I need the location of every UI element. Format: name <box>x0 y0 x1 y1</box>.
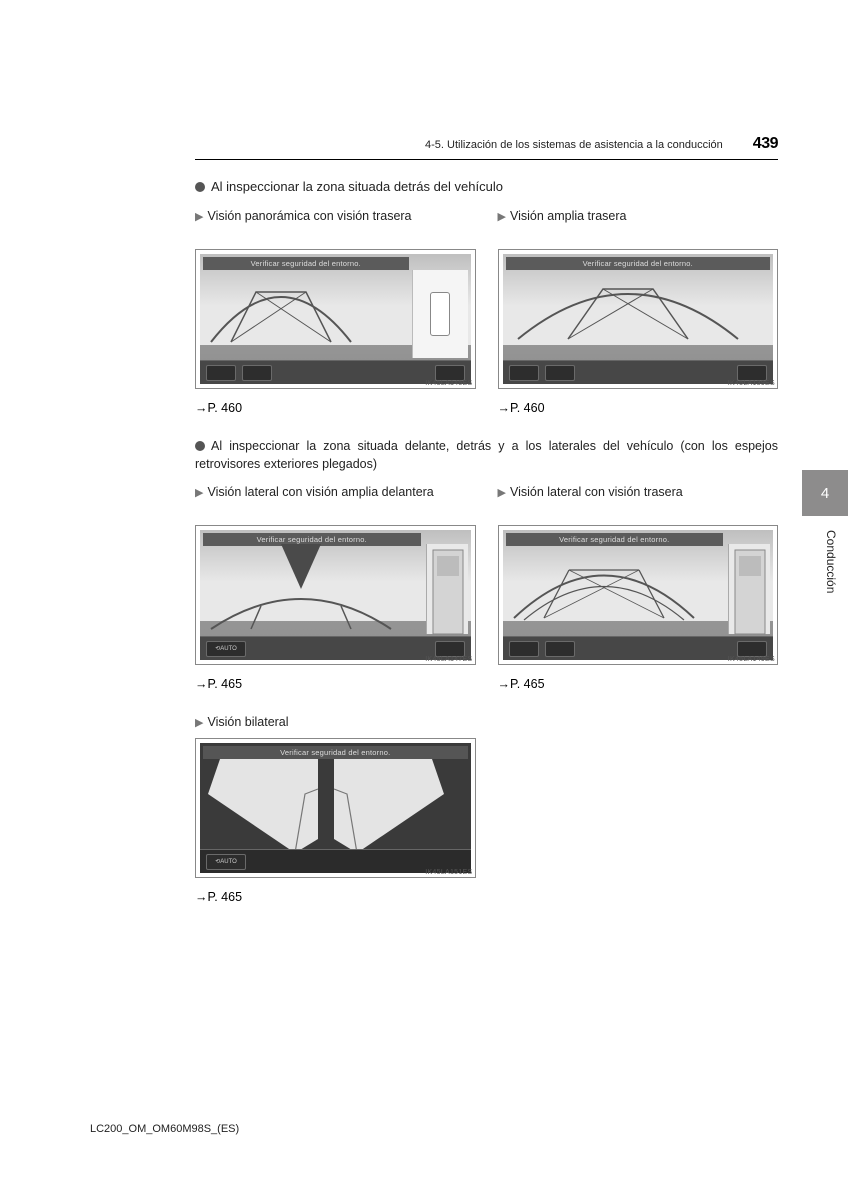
page-reference: →P. 465 <box>498 677 779 691</box>
display-figure: Verificar seguridad del entorno. <box>195 249 476 389</box>
car-side-icon <box>427 544 469 640</box>
overlay-text: Verificar seguridad del entorno. <box>506 533 724 546</box>
mode-button[interactable] <box>545 641 575 657</box>
view-label: ▶Visión amplia trasera <box>498 207 779 243</box>
car-side-icon <box>729 544 771 640</box>
overlay-text: Verificar seguridad del entorno. <box>203 257 409 270</box>
document-code: LC200_OM_OM60M98S_(ES) <box>90 1123 239 1135</box>
triangle-icon: ▶ <box>498 486 506 502</box>
mode-button[interactable] <box>435 365 465 381</box>
page-header: 4-5. Utilización de los sistemas de asis… <box>195 135 778 160</box>
view-label: ▶Visión lateral con visión trasera <box>498 483 779 519</box>
side-vehicle-graphic <box>728 544 770 634</box>
page-number: 439 <box>753 135 778 153</box>
view-label: ▶Visión lateral con visión amplia delant… <box>195 483 476 519</box>
auto-button[interactable]: ⟲AUTO <box>206 854 246 870</box>
overlay-text: Verificar seguridad del entorno. <box>203 746 468 759</box>
mode-button[interactable] <box>737 641 767 657</box>
page-reference: →P. 465 <box>195 677 476 691</box>
page-reference: →P. 460 <box>498 401 779 415</box>
display-figure: Verificar seguridad del entorno. ⟲AUTO <box>195 525 476 665</box>
panoramic-topview <box>412 270 468 358</box>
figure-code: IK45LA147ES <box>425 656 472 663</box>
page-reference: →P. 460 <box>195 401 476 415</box>
overlay-text: Verificar seguridad del entorno. <box>506 257 771 270</box>
mode-button[interactable] <box>242 365 272 381</box>
view-label: ▶Visión panorámica con visión trasera <box>195 207 476 243</box>
triangle-icon: ▶ <box>195 716 203 732</box>
display-figure: Verificar seguridad del entorno. IK45LA1… <box>498 249 779 389</box>
bullet-item: Al inspeccionar la zona situada detrás d… <box>195 178 778 197</box>
mode-button[interactable] <box>509 365 539 381</box>
chapter-label: Conducción <box>824 530 838 593</box>
section-title: 4-5. Utilización de los sistemas de asis… <box>425 139 723 151</box>
guideline-graphic <box>206 544 396 634</box>
bilateral-graphic <box>200 759 452 853</box>
display-figure: Verificar seguridad del entorno. <box>498 525 779 665</box>
guideline-graphic <box>206 272 356 352</box>
side-vehicle-graphic <box>426 544 468 634</box>
mode-button[interactable] <box>206 365 236 381</box>
view-label: ▶Visión bilateral <box>195 713 476 732</box>
mode-button[interactable] <box>545 365 575 381</box>
figure-code: IK45LA145ES <box>425 380 472 387</box>
disc-icon <box>195 441 205 451</box>
chapter-tab: 4 <box>802 470 848 516</box>
figure-code: IK45LA151ES <box>425 869 472 876</box>
triangle-icon: ▶ <box>498 210 506 226</box>
triangle-icon: ▶ <box>195 486 203 502</box>
bullet-item: Al inspeccionar la zona situada delante,… <box>195 437 778 473</box>
triangle-icon: ▶ <box>195 210 203 226</box>
guideline-graphic <box>509 548 699 630</box>
mode-button[interactable] <box>509 641 539 657</box>
display-figure: Verificar seguridad del entorno. ⟲AUTO I… <box>195 738 476 878</box>
figure-code: IK45LA139ES <box>728 380 775 387</box>
disc-icon <box>195 182 205 192</box>
auto-button[interactable]: ⟲AUTO <box>206 641 246 657</box>
mode-button[interactable] <box>737 365 767 381</box>
figure-code: IK45LA149ES <box>728 656 775 663</box>
mode-button[interactable] <box>435 641 465 657</box>
page-reference: →P. 465 <box>195 890 476 904</box>
guideline-graphic <box>513 274 743 349</box>
